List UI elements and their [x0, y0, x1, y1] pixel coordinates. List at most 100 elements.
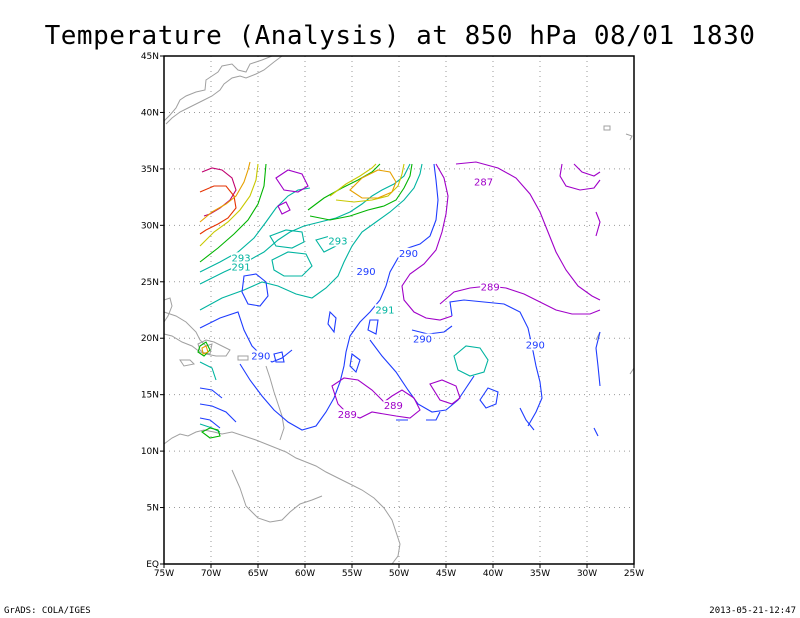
lon-tick-label: 60W [295, 569, 315, 579]
contour-line [275, 169, 309, 193]
contour-line [307, 163, 413, 221]
contour-line [411, 325, 453, 335]
contour-label-bg [473, 176, 494, 188]
contour-line [197, 341, 211, 357]
contour-label-bg [231, 261, 252, 273]
contour-label-bg [412, 333, 433, 345]
contour-line [200, 427, 221, 439]
contour-line [369, 339, 475, 413]
contour-label-bg [231, 252, 252, 264]
temperature-contours [197, 161, 601, 439]
contour-line [429, 379, 461, 405]
contour-label: 290 [413, 335, 432, 346]
lon-tick-label: 40W [483, 569, 503, 579]
contour-line [201, 167, 237, 217]
contour-line [573, 163, 601, 177]
florida-coast [163, 297, 173, 323]
map-frame [163, 55, 635, 565]
lat-tick-label: 25N [141, 278, 159, 288]
contour-label-bg [383, 400, 404, 412]
contour-label: 290 [526, 340, 545, 351]
contour-line [199, 163, 259, 247]
footer-timestamp: 2013-05-21-12:47 [709, 606, 796, 616]
contour-line [199, 387, 237, 429]
east-islands-coast [603, 125, 633, 141]
contour-label-bg [525, 339, 546, 351]
lat-tick-label: 5N [147, 504, 159, 514]
contour-line [201, 345, 209, 355]
contour-line [519, 407, 599, 437]
puerto-rico-coast [237, 355, 249, 361]
contour-line [449, 299, 543, 427]
contour-line [241, 273, 269, 307]
contour-label: 290 [357, 267, 376, 278]
lon-tick-label: 35W [530, 569, 550, 579]
contour-line [199, 163, 423, 311]
contour-line [595, 211, 601, 237]
contour-line [455, 161, 601, 301]
contour-label-bg [327, 235, 348, 247]
lat-tick-label: 30N [141, 221, 159, 231]
contour-line [396, 411, 441, 421]
lat-tick-label: 20N [141, 334, 159, 344]
lon-tick-label: 45W [436, 569, 456, 579]
contour-line [401, 163, 453, 321]
lon-tick-label: 25W [624, 569, 644, 579]
lat-tick-label: 40N [141, 108, 159, 118]
contour-label: 290 [399, 249, 418, 260]
lon-tick-label: 70W [201, 569, 221, 579]
contour-label: 289 [338, 410, 357, 421]
contour-line [271, 251, 313, 277]
map-title: Temperature (Analysis) at 850 hPa 08/01 … [45, 21, 756, 51]
contour-label-bg [398, 247, 419, 259]
contour-line [199, 163, 267, 263]
contour-label: 287 [474, 178, 493, 189]
contour-label-bg [356, 265, 377, 277]
contour-line [199, 161, 251, 223]
contour-line [239, 163, 439, 431]
lat-tick-label: EQ [146, 560, 159, 570]
contour-line [367, 319, 379, 335]
lon-tick-label: 75W [154, 569, 174, 579]
contour-label-bg [480, 281, 501, 293]
contour-label-bg [374, 304, 395, 316]
contour-line [349, 169, 397, 199]
contour-line [199, 185, 237, 235]
footer-credit: GrADS: COLA/IGES [4, 606, 91, 616]
contour-label: 293 [328, 236, 347, 247]
coastlines [163, 55, 635, 565]
contour-line [595, 331, 601, 387]
contour-line [269, 229, 305, 249]
contour-label: 291 [232, 262, 251, 273]
contour-label-bg [250, 350, 271, 362]
contour-label-bg [337, 409, 358, 421]
contour-line [329, 163, 405, 203]
south-america-coast [163, 429, 401, 565]
contour-line [199, 311, 293, 363]
lat-tick-label: 15N [141, 391, 159, 401]
contour-line [273, 351, 285, 363]
lat-tick-label: 45N [141, 52, 159, 62]
guiana-interior [231, 469, 323, 523]
contour-line [559, 163, 601, 191]
lon-tick-label: 30W [577, 569, 597, 579]
contour-line [349, 353, 361, 374]
contour-line [479, 387, 499, 409]
contour-line [453, 345, 489, 377]
contour-label: 290 [251, 352, 270, 363]
cuba-coast [163, 311, 213, 355]
contour-line [277, 201, 291, 215]
contour-line [199, 361, 217, 381]
contour-line [327, 310, 337, 334]
contour-label: 289 [481, 283, 500, 294]
lat-tick-label: 35N [141, 165, 159, 175]
contour-label: 291 [375, 305, 394, 316]
lat-tick-label: 10N [141, 447, 159, 457]
lon-tick-label: 65W [248, 569, 268, 579]
lon-tick-label: 55W [342, 569, 362, 579]
jamaica-coast [179, 359, 196, 367]
lesser-antilles-coast [265, 365, 285, 441]
